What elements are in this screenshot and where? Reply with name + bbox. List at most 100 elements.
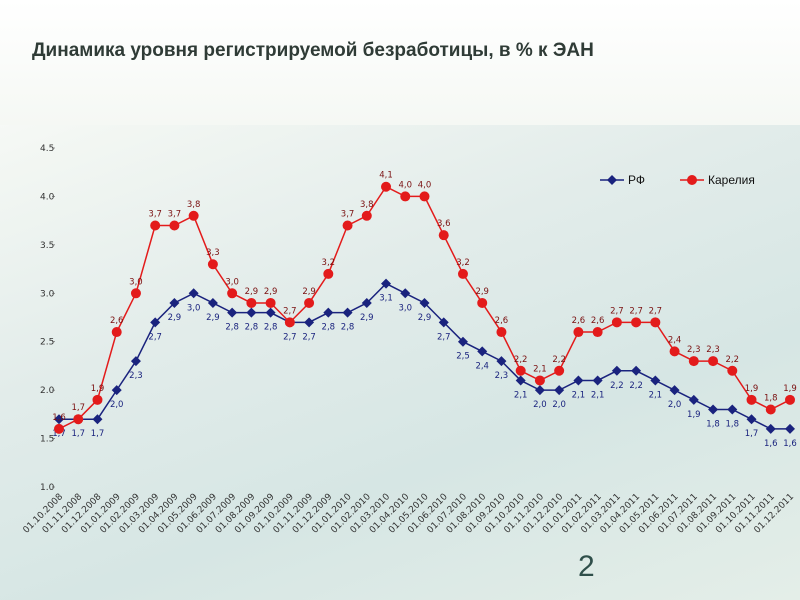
data-point-rf	[650, 375, 661, 386]
data-label: 2,3	[495, 371, 509, 381]
data-label: 1,8	[726, 420, 740, 430]
data-point-karelia	[361, 210, 372, 221]
data-point-karelia	[534, 375, 545, 386]
data-label: 2,9	[475, 287, 489, 297]
data-point-rf	[92, 414, 103, 425]
data-point-rf	[746, 414, 757, 425]
data-label: 3,0	[398, 303, 412, 313]
data-point-karelia	[592, 327, 603, 338]
data-point-rf	[496, 356, 507, 367]
data-label: 1,7	[745, 429, 759, 439]
data-label: 2,1	[591, 390, 605, 400]
data-label: 2,8	[225, 323, 239, 333]
data-point-karelia	[111, 327, 122, 338]
data-point-rf	[150, 317, 161, 328]
data-point-karelia	[304, 297, 315, 308]
data-label: 3,0	[187, 303, 201, 313]
data-label: 2,2	[610, 381, 624, 391]
data-point-rf	[130, 356, 141, 367]
data-label: 2,8	[264, 323, 278, 333]
data-label: 3,6	[437, 219, 451, 229]
data-point-rf	[515, 375, 526, 386]
data-label: 1,6	[52, 413, 66, 423]
data-label: 2,6	[110, 316, 124, 326]
data-point-karelia	[611, 317, 622, 328]
data-label: 3,0	[129, 277, 143, 287]
data-label: 3,2	[456, 258, 470, 268]
data-label: 1,7	[71, 403, 85, 413]
data-label: 2,8	[322, 323, 336, 333]
data-label: 2,2	[726, 355, 740, 365]
data-label: 3,7	[148, 209, 162, 219]
data-label: 2,9	[245, 287, 259, 297]
legend-marker-rf	[607, 175, 617, 185]
data-point-rf	[477, 346, 488, 357]
data-label: 2,6	[495, 316, 509, 326]
data-point-karelia	[246, 297, 257, 308]
data-point-karelia	[650, 317, 661, 328]
data-label: 2,6	[572, 316, 586, 326]
data-label: 1,8	[706, 420, 720, 430]
y-tick-label: 4.5	[40, 144, 54, 154]
data-point-rf	[457, 336, 468, 347]
data-point-rf	[323, 307, 334, 318]
data-label: 1,7	[52, 429, 66, 439]
data-point-karelia	[169, 220, 180, 231]
data-point-rf	[265, 307, 276, 318]
data-point-rf	[246, 307, 257, 318]
data-point-karelia	[400, 191, 411, 202]
data-point-rf	[227, 307, 238, 318]
data-point-rf	[400, 288, 411, 299]
data-label: 2,6	[591, 316, 605, 326]
data-label: 2,4	[475, 361, 489, 371]
data-point-karelia	[73, 414, 84, 425]
data-label: 2,7	[283, 332, 297, 342]
data-point-karelia	[746, 394, 757, 405]
data-label: 2,9	[206, 313, 220, 323]
data-label: 2,7	[148, 332, 162, 342]
data-point-karelia	[323, 268, 334, 279]
data-point-rf	[631, 365, 642, 376]
data-label: 2,9	[264, 287, 278, 297]
data-label: 3,7	[168, 209, 182, 219]
data-label: 1,9	[745, 384, 759, 394]
data-label: 2,1	[572, 390, 586, 400]
slide-header	[0, 0, 800, 125]
data-label: 2,2	[629, 381, 643, 391]
data-label: 2,0	[533, 400, 547, 410]
data-point-rf	[669, 385, 680, 396]
data-point-karelia	[708, 356, 719, 367]
data-point-karelia	[150, 220, 161, 231]
data-label: 2,2	[514, 355, 528, 365]
data-point-rf	[765, 423, 776, 434]
data-point-karelia	[381, 181, 392, 192]
data-label: 2,9	[168, 313, 182, 323]
data-point-rf	[342, 307, 353, 318]
data-point-rf	[169, 297, 180, 308]
data-point-rf	[727, 404, 738, 415]
data-point-rf	[611, 365, 622, 376]
data-label: 2,1	[649, 390, 663, 400]
data-point-karelia	[765, 404, 776, 415]
data-label: 4,0	[398, 180, 412, 190]
data-point-karelia	[515, 365, 526, 376]
data-point-rf	[708, 404, 719, 415]
y-tick-label: 1.5	[40, 435, 54, 445]
data-point-karelia	[496, 327, 507, 338]
data-label: 2,2	[552, 355, 566, 365]
page-title: Динамика уровня регистрируемой безработи…	[32, 40, 594, 61]
data-label: 2,7	[437, 332, 451, 342]
y-tick-label: 2.5	[40, 338, 54, 348]
data-point-rf	[534, 385, 545, 396]
data-label: 1,8	[764, 394, 778, 404]
data-label: 2,0	[110, 400, 124, 410]
data-label: 2,3	[706, 345, 720, 355]
data-label: 2,8	[245, 323, 259, 333]
data-label: 2,9	[302, 287, 316, 297]
data-point-karelia	[477, 297, 488, 308]
data-point-karelia	[419, 191, 430, 202]
data-point-karelia	[188, 210, 199, 221]
y-tick-label: 1.0	[40, 483, 55, 493]
data-point-rf	[688, 394, 699, 405]
data-point-rf	[304, 317, 315, 328]
